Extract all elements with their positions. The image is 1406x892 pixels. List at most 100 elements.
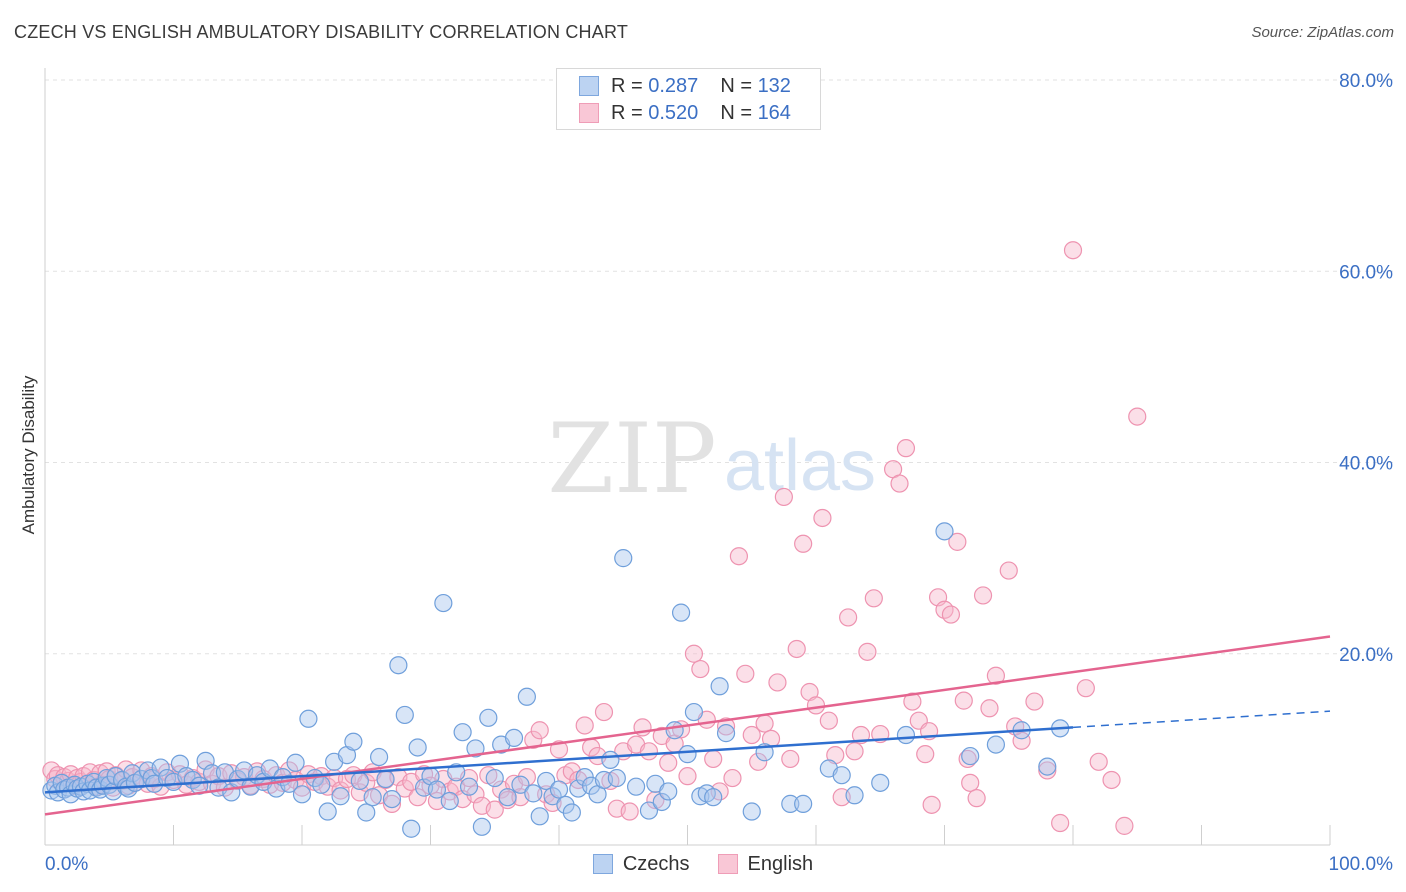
english-legend-swatch <box>717 854 738 874</box>
czech-point <box>537 771 556 791</box>
english-point <box>1038 761 1057 780</box>
czech-point <box>896 725 916 745</box>
english-point <box>845 742 864 761</box>
czech-point <box>434 593 453 613</box>
english-point <box>941 605 961 624</box>
english-point <box>916 745 935 764</box>
axes <box>44 68 1331 846</box>
stats-row-english: R = 0.520 N = 164 <box>579 101 791 125</box>
y-tick-label: 20.0% <box>1339 645 1393 666</box>
czech-trend-line <box>44 726 1074 794</box>
english-point <box>864 589 883 608</box>
english-point <box>1128 407 1147 426</box>
english-point <box>794 534 813 553</box>
czech-point <box>440 791 459 811</box>
czech-point <box>986 735 1006 754</box>
stats-legend: R = 0.287 N = 132 R = 0.520 N = 164 <box>556 68 821 130</box>
czech-point <box>659 782 678 801</box>
czech-point <box>504 728 524 748</box>
english-point <box>723 768 742 788</box>
czech-point <box>479 708 498 727</box>
czech-point <box>344 732 363 751</box>
czech-point <box>562 803 581 822</box>
czech-point <box>511 775 530 794</box>
czech-point <box>408 738 427 757</box>
czech-point <box>607 768 626 788</box>
czech-point <box>459 777 479 796</box>
x-tick-label: 0.0% <box>45 854 88 875</box>
czech-point <box>742 802 761 821</box>
watermark-zip: ZIP <box>547 403 716 515</box>
y-tick-label: 40.0% <box>1339 454 1393 475</box>
r-label: R = <box>611 74 643 97</box>
czech-point <box>601 750 620 769</box>
czech-point <box>530 807 549 826</box>
czech-point <box>389 656 408 675</box>
czech-point <box>716 724 736 743</box>
english-point <box>768 673 787 692</box>
czech-point <box>871 773 890 792</box>
czech-point <box>312 775 331 794</box>
czech-point <box>832 766 851 785</box>
english-point <box>524 730 543 749</box>
y-axis-label: Ambulatory Disability <box>19 375 38 534</box>
english-point <box>736 664 755 683</box>
czech-legend-swatch <box>592 854 613 874</box>
n-label: N = <box>720 101 752 124</box>
english-point <box>395 779 414 798</box>
czech-point <box>665 721 684 740</box>
english-point <box>958 749 977 769</box>
legend-label-english: English <box>747 852 814 875</box>
english-point <box>755 714 774 733</box>
czech-point <box>781 794 800 813</box>
czech-point <box>453 723 472 742</box>
r-label: R = <box>611 101 643 124</box>
legend-label-czechs: Czechs <box>622 852 690 875</box>
english-point <box>1089 752 1108 771</box>
r-value: 0.520 <box>648 101 699 124</box>
english-point <box>896 439 916 458</box>
czech-point <box>845 786 864 805</box>
english-point <box>1063 241 1083 260</box>
czech-point <box>376 769 395 789</box>
czech-point <box>626 777 646 796</box>
english-point <box>716 717 736 736</box>
english-point <box>382 794 402 813</box>
stats-row-czech: R = 0.287 N = 132 <box>579 74 791 98</box>
english-point <box>704 749 723 769</box>
english-point <box>967 789 986 808</box>
czech-point <box>543 787 562 806</box>
czech-point <box>794 794 813 813</box>
czech-point <box>639 801 659 820</box>
series-legend: Czechs English <box>0 850 1406 878</box>
czech-point <box>292 785 312 804</box>
english-point <box>903 692 922 711</box>
english-point <box>549 740 569 759</box>
english-point <box>980 699 999 718</box>
czech-point <box>357 803 376 822</box>
czech-point <box>151 758 170 777</box>
czech-point <box>961 746 980 766</box>
czech-point <box>671 603 691 622</box>
czech-point <box>678 745 697 764</box>
n-value: 164 <box>757 101 791 124</box>
english-swatch <box>579 103 599 123</box>
english-point <box>1076 679 1095 698</box>
czech-point <box>350 771 369 791</box>
czech-point <box>517 687 536 706</box>
english-point <box>408 788 427 807</box>
english-point <box>839 608 858 627</box>
english-point <box>961 773 980 792</box>
english-point <box>646 790 665 810</box>
czech-point <box>382 789 402 809</box>
english-point <box>742 725 761 745</box>
english-point <box>813 508 832 528</box>
english-point <box>1051 813 1070 833</box>
legend-item-english[interactable]: English <box>717 852 814 876</box>
watermark-atlas: atlas <box>724 426 876 506</box>
english-trend-line <box>44 635 1331 816</box>
grid-lines <box>45 79 1395 655</box>
legend-item-czechs[interactable]: Czechs <box>592 852 690 876</box>
english-point <box>594 702 614 722</box>
english-point <box>858 642 877 661</box>
